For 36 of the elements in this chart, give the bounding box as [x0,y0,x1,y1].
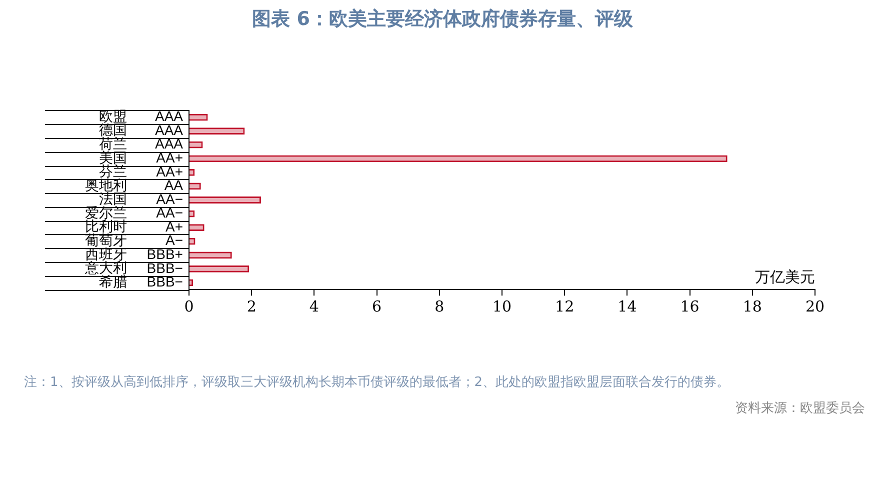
bar [190,224,204,232]
text: AA− [156,204,183,221]
text: AA [164,177,184,194]
x-tick-label: 10 [492,297,512,316]
text: AA− [156,190,183,207]
x-tick-label: 6 [372,297,382,316]
text: A+ [165,218,183,234]
bar [190,141,203,148]
text: 资料来源：欧盟委员会 [734,400,865,418]
text: AA+ [156,163,183,180]
text: 注：1、按评级从高到低排序，评级取三大评级机构长期本币债评级的最低者；2、此处的欧盟指欧盟层面联合发行的债券。 [24,374,731,392]
x-tick-label: 20 [805,297,825,316]
x-tick-label: 0 [184,297,194,316]
bar [190,128,245,135]
text: AA+ [156,150,183,166]
text: AAA [154,108,184,124]
x-tick-label: 12 [555,297,574,316]
x-tick-label: 2 [246,297,256,316]
chart-title: 图表 6：欧美主要经济体政府债券存量、评级 [251,7,634,32]
x-tick-label: 16 [680,297,700,316]
text: AAA [154,122,184,138]
x-tick-label: 8 [434,297,444,316]
text: AAA [154,136,184,152]
x-tick-label: 18 [742,297,762,316]
bar [190,265,250,272]
bar [190,114,208,121]
bar [190,196,261,204]
bar [190,155,728,162]
text: BBB− [146,274,183,290]
x-axis-title: 万亿美元 [755,268,815,286]
text: BBB+ [146,246,183,262]
text: BBB− [146,260,183,276]
x-tick-label: 4 [309,297,319,316]
bar [190,252,232,259]
x-tick-label: 14 [618,297,637,316]
text: A− [165,232,183,248]
